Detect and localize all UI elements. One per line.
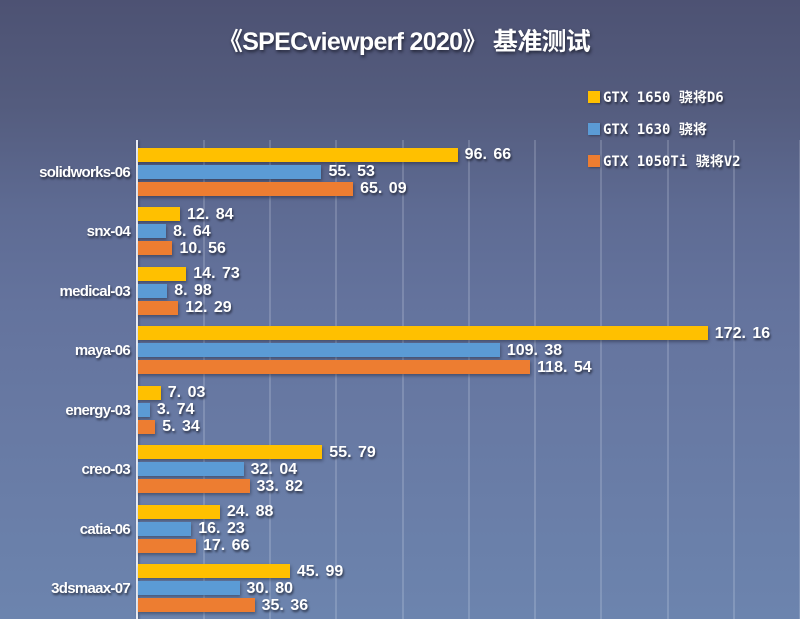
bar-catia-06-s2 — [137, 538, 196, 553]
legend-swatch-icon — [588, 91, 600, 103]
bar-medical-03-s1 — [137, 283, 168, 298]
legend-item: GTX 1630 骁将 — [588, 113, 741, 145]
value-label: 172. 16 — [714, 324, 771, 342]
value-label: 65. 09 — [360, 180, 407, 197]
gridline-180 — [732, 140, 735, 619]
bar-catia-06-s1 — [137, 521, 192, 536]
category-label: medical-03 — [59, 282, 130, 300]
value-label: 30. 80 — [246, 579, 293, 597]
legend-swatch-icon — [588, 123, 600, 135]
gridline-120 — [534, 140, 536, 619]
bar-maya-06-s0 — [137, 326, 708, 340]
value-label: 109. 38 — [506, 341, 563, 359]
legend-label: GTX 1630 骁将 — [603, 122, 707, 138]
legend-label: GTX 1650 骁将D6 — [603, 90, 724, 106]
bar-catia-06-s0 — [137, 504, 220, 519]
value-label: 55. 79 — [329, 443, 376, 461]
bar-snx-04-s2 — [137, 241, 173, 255]
value-label: 12. 84 — [187, 205, 234, 223]
value-label: 8. 98 — [174, 282, 212, 299]
legend-item: GTX 1050Ti 骁将V2 — [588, 145, 741, 177]
bar-medical-03-s2 — [137, 300, 179, 315]
value-label: 5. 34 — [162, 418, 200, 435]
value-label: 118. 54 — [537, 358, 592, 376]
value-label: 8. 64 — [173, 222, 211, 240]
value-label: 32. 04 — [250, 460, 298, 478]
y-axis-line — [136, 140, 138, 619]
chart-legend: GTX 1650 骁将D6 GTX 1630 骁将 GTX 1050Ti 骁将V2 — [588, 81, 741, 177]
bar-energy-03-s2 — [137, 419, 156, 434]
bar-maya-06-s1 — [137, 343, 500, 357]
gridline-60 — [335, 140, 338, 619]
bar-maya-06-s2 — [137, 360, 531, 374]
gridline-80 — [401, 140, 404, 619]
chart-title: 《SPECviewperf 2020》 基准测试 — [217, 28, 591, 56]
bar-3dsmaax-07-s0 — [137, 564, 290, 578]
value-label: 45. 99 — [296, 562, 344, 580]
legend-item: GTX 1650 骁将D6 — [588, 81, 741, 113]
bar-snx-04-s1 — [137, 224, 167, 238]
value-label: 55. 53 — [328, 163, 375, 180]
gridline-40 — [269, 140, 271, 619]
legend-label: GTX 1050Ti 骁将V2 — [603, 154, 741, 170]
category-label: energy-03 — [65, 401, 130, 419]
value-label: 14. 73 — [193, 265, 240, 282]
category-label: 3dsmaax-07 — [51, 580, 131, 597]
bar-creo-03-s0 — [137, 445, 323, 459]
value-label: 35. 36 — [261, 596, 309, 614]
value-label: 12. 29 — [185, 299, 232, 316]
bar-solidworks-06-s0 — [137, 147, 458, 162]
bar-energy-03-s0 — [137, 385, 161, 400]
bar-creo-03-s1 — [137, 462, 244, 476]
value-label: 24. 88 — [226, 503, 274, 520]
bar-energy-03-s1 — [137, 402, 150, 417]
bar-snx-04-s0 — [137, 207, 181, 221]
gridline-140 — [600, 140, 603, 619]
bar-solidworks-06-s1 — [137, 164, 322, 179]
legend-swatch-icon — [588, 155, 600, 167]
gridline-20 — [202, 140, 205, 619]
value-label: 7. 03 — [167, 384, 206, 401]
gridline-160 — [666, 140, 669, 619]
value-label: 96. 66 — [464, 146, 512, 163]
category-label: maya-06 — [74, 342, 131, 359]
bar-3dsmaax-07-s1 — [137, 581, 240, 595]
value-label: 33. 82 — [256, 477, 303, 495]
category-label: catia-06 — [79, 520, 131, 538]
bar-medical-03-s0 — [137, 266, 187, 281]
value-label: 17. 66 — [202, 537, 250, 554]
gridline-100 — [467, 140, 470, 619]
category-label: snx-04 — [86, 223, 131, 240]
bar-creo-03-s2 — [137, 479, 250, 493]
bar-solidworks-06-s2 — [137, 181, 354, 196]
bar-3dsmaax-07-s2 — [137, 598, 255, 612]
value-label: 10. 56 — [179, 239, 226, 257]
value-label: 16. 23 — [198, 520, 245, 537]
category-label: solidworks-06 — [39, 163, 131, 181]
category-label: creo-03 — [81, 461, 131, 478]
value-label: 3. 74 — [156, 401, 195, 418]
